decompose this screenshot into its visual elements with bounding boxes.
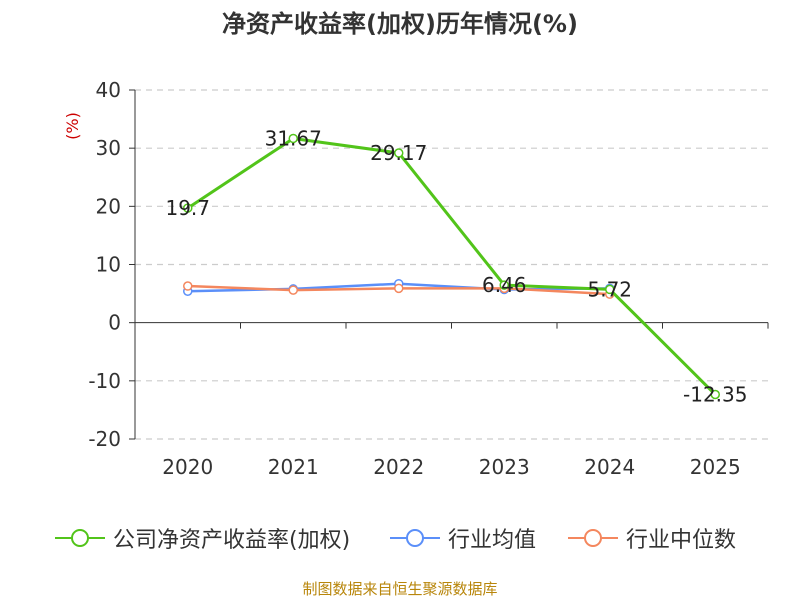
y-tick-label: -10 xyxy=(88,369,121,393)
chart-legend: 公司净资产收益率(加权) 行业均值 行业中位数 xyxy=(0,520,800,556)
legend-marker-icon xyxy=(55,529,105,547)
legend-label: 行业中位数 xyxy=(626,528,737,553)
legend-label: 行业均值 xyxy=(448,528,537,553)
y-tick-label: 20 xyxy=(96,194,121,218)
data-label: 19.7 xyxy=(165,196,210,220)
x-tick-label: 2025 xyxy=(690,455,741,479)
x-tick-label: 2024 xyxy=(584,455,635,479)
data-label: 6.46 xyxy=(482,273,527,297)
x-tick-label: 2021 xyxy=(268,455,319,479)
y-tick-label: 30 xyxy=(96,136,121,160)
data-source-note: 制图数据来自恒生聚源数据库 xyxy=(302,580,498,598)
y-tick-label: -20 xyxy=(88,427,121,451)
data-point xyxy=(183,281,193,291)
series-line xyxy=(186,136,717,396)
data-point xyxy=(394,283,404,294)
legend-marker-icon xyxy=(390,529,440,547)
y-tick-label: 0 xyxy=(108,311,121,335)
data-label: 5.72 xyxy=(587,277,632,301)
legend-label: 公司净资产收益率(加权) xyxy=(113,528,351,553)
y-tick-label: 40 xyxy=(96,78,121,102)
data-point xyxy=(499,280,509,290)
data-point xyxy=(183,203,193,213)
data-point xyxy=(710,389,720,400)
data-point xyxy=(288,133,298,144)
legend-item-industry-mean[interactable]: 行业均值 xyxy=(390,520,536,556)
y-axis-label: (%) xyxy=(63,112,82,140)
legend-marker-icon xyxy=(568,529,618,547)
legend-item-industry-median[interactable]: 行业中位数 xyxy=(568,520,736,556)
data-point xyxy=(394,148,404,158)
data-label: 31.67 xyxy=(265,126,322,150)
data-point xyxy=(288,285,298,295)
data-label: -12.35 xyxy=(683,383,747,407)
x-tick-label: 2020 xyxy=(162,455,213,479)
data-point xyxy=(605,284,615,295)
x-tick-label: 2023 xyxy=(479,455,530,479)
y-tick-label: 10 xyxy=(96,253,121,277)
legend-item-company[interactable]: 公司净资产收益率(加权) xyxy=(55,520,350,556)
x-tick-label: 2022 xyxy=(373,455,424,479)
data-label: 29.17 xyxy=(370,141,427,165)
chart-title: 净资产收益率(加权)历年情况(%) xyxy=(222,10,578,38)
